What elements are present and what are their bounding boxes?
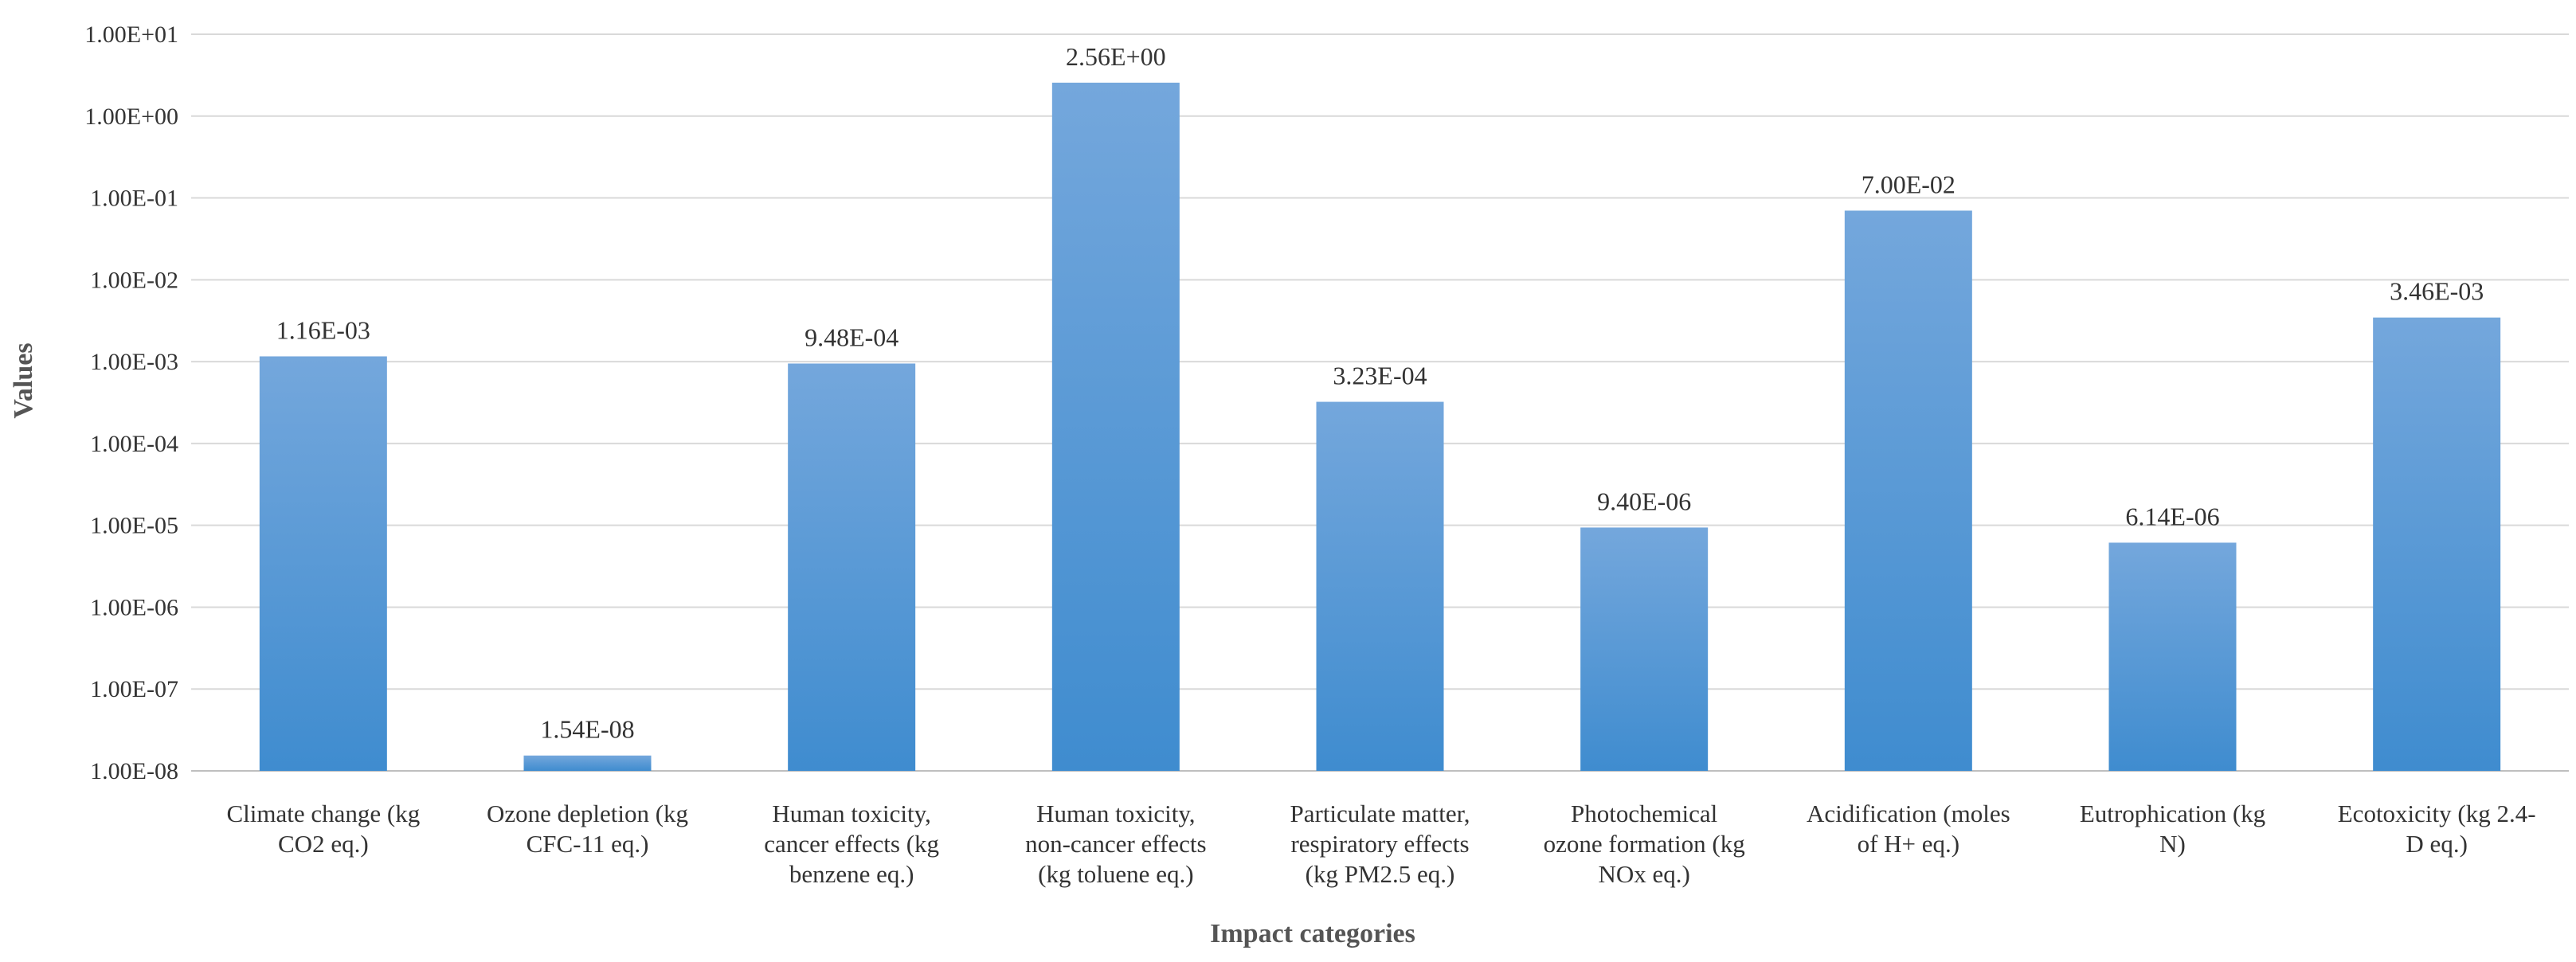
x-tick-label: Climate change (kg CO2 eq.) [226,800,420,858]
bar [259,356,387,771]
y-axis-ticks: 1.00E+01 1.00E+00 1.00E-01 1.00E-02 1.00E-03… [84,22,178,784]
x-axis-categories: Climate change (kg CO2 eq.) Ozone depletio… [226,800,2535,888]
bar [1316,401,1444,771]
data-label: 1.54E-08 [540,715,634,744]
x-tick-label: Ozone depletion (kg CFC-11 eq.) [487,800,688,858]
x-tick-label: Eutrophication (kg N) [2080,800,2265,858]
data-label: 6.14E-06 [2125,502,2219,530]
data-label: 3.23E-04 [1333,362,1427,390]
y-tick-label: 1.00E-02 [90,267,178,293]
x-tick-label: Ecotoxicity (kg 2.4-D eq.) [2338,800,2536,858]
y-axis-title: Values [9,342,38,418]
x-tick-label: Photochemical ozone formation (kg NOx eq.) [1544,800,1745,888]
x-axis-title: Impact categories [1210,919,1415,948]
y-tick-label: 1.00E-07 [90,676,178,702]
data-label: 9.40E-06 [1597,487,1691,515]
data-label: 9.48E-04 [805,323,898,351]
data-label: 7.00E-02 [1862,170,1955,198]
data-label: 3.46E-03 [2390,277,2484,306]
y-tick-label: 1.00E-01 [90,186,178,212]
data-label: 2.56E+00 [1066,42,1166,71]
y-tick-label: 1.00E+01 [84,22,178,48]
bar [1844,210,1972,771]
bar [1580,527,1709,771]
x-tick-label: Particulate matter, respiratory effects (k… [1290,800,1470,888]
data-labels: 1.16E-03 1.54E-08 9.48E-04 2.56E+00 3.23E-04… [276,42,2484,744]
bar [1051,82,1180,772]
bar [2108,542,2237,771]
bar [2373,317,2501,771]
bar [788,363,916,771]
x-tick-label: Human toxicity, non-cancer effects (kg tol… [1025,800,1206,888]
y-tick-label: 1.00E+00 [84,104,178,130]
y-tick-label: 1.00E-03 [90,349,178,375]
y-tick-label: 1.00E-04 [90,431,178,457]
bar [523,755,652,771]
data-label: 1.16E-03 [276,315,370,344]
bars [259,82,2501,772]
x-tick-label: Acidification (moles of H+ eq.) [1807,800,2010,858]
x-tick-label: Human toxicity, cancer effects (kg benzene… [764,800,939,888]
y-tick-label: 1.00E-08 [90,758,178,784]
y-tick-label: 1.00E-05 [90,513,178,539]
y-tick-label: 1.00E-06 [90,594,178,620]
